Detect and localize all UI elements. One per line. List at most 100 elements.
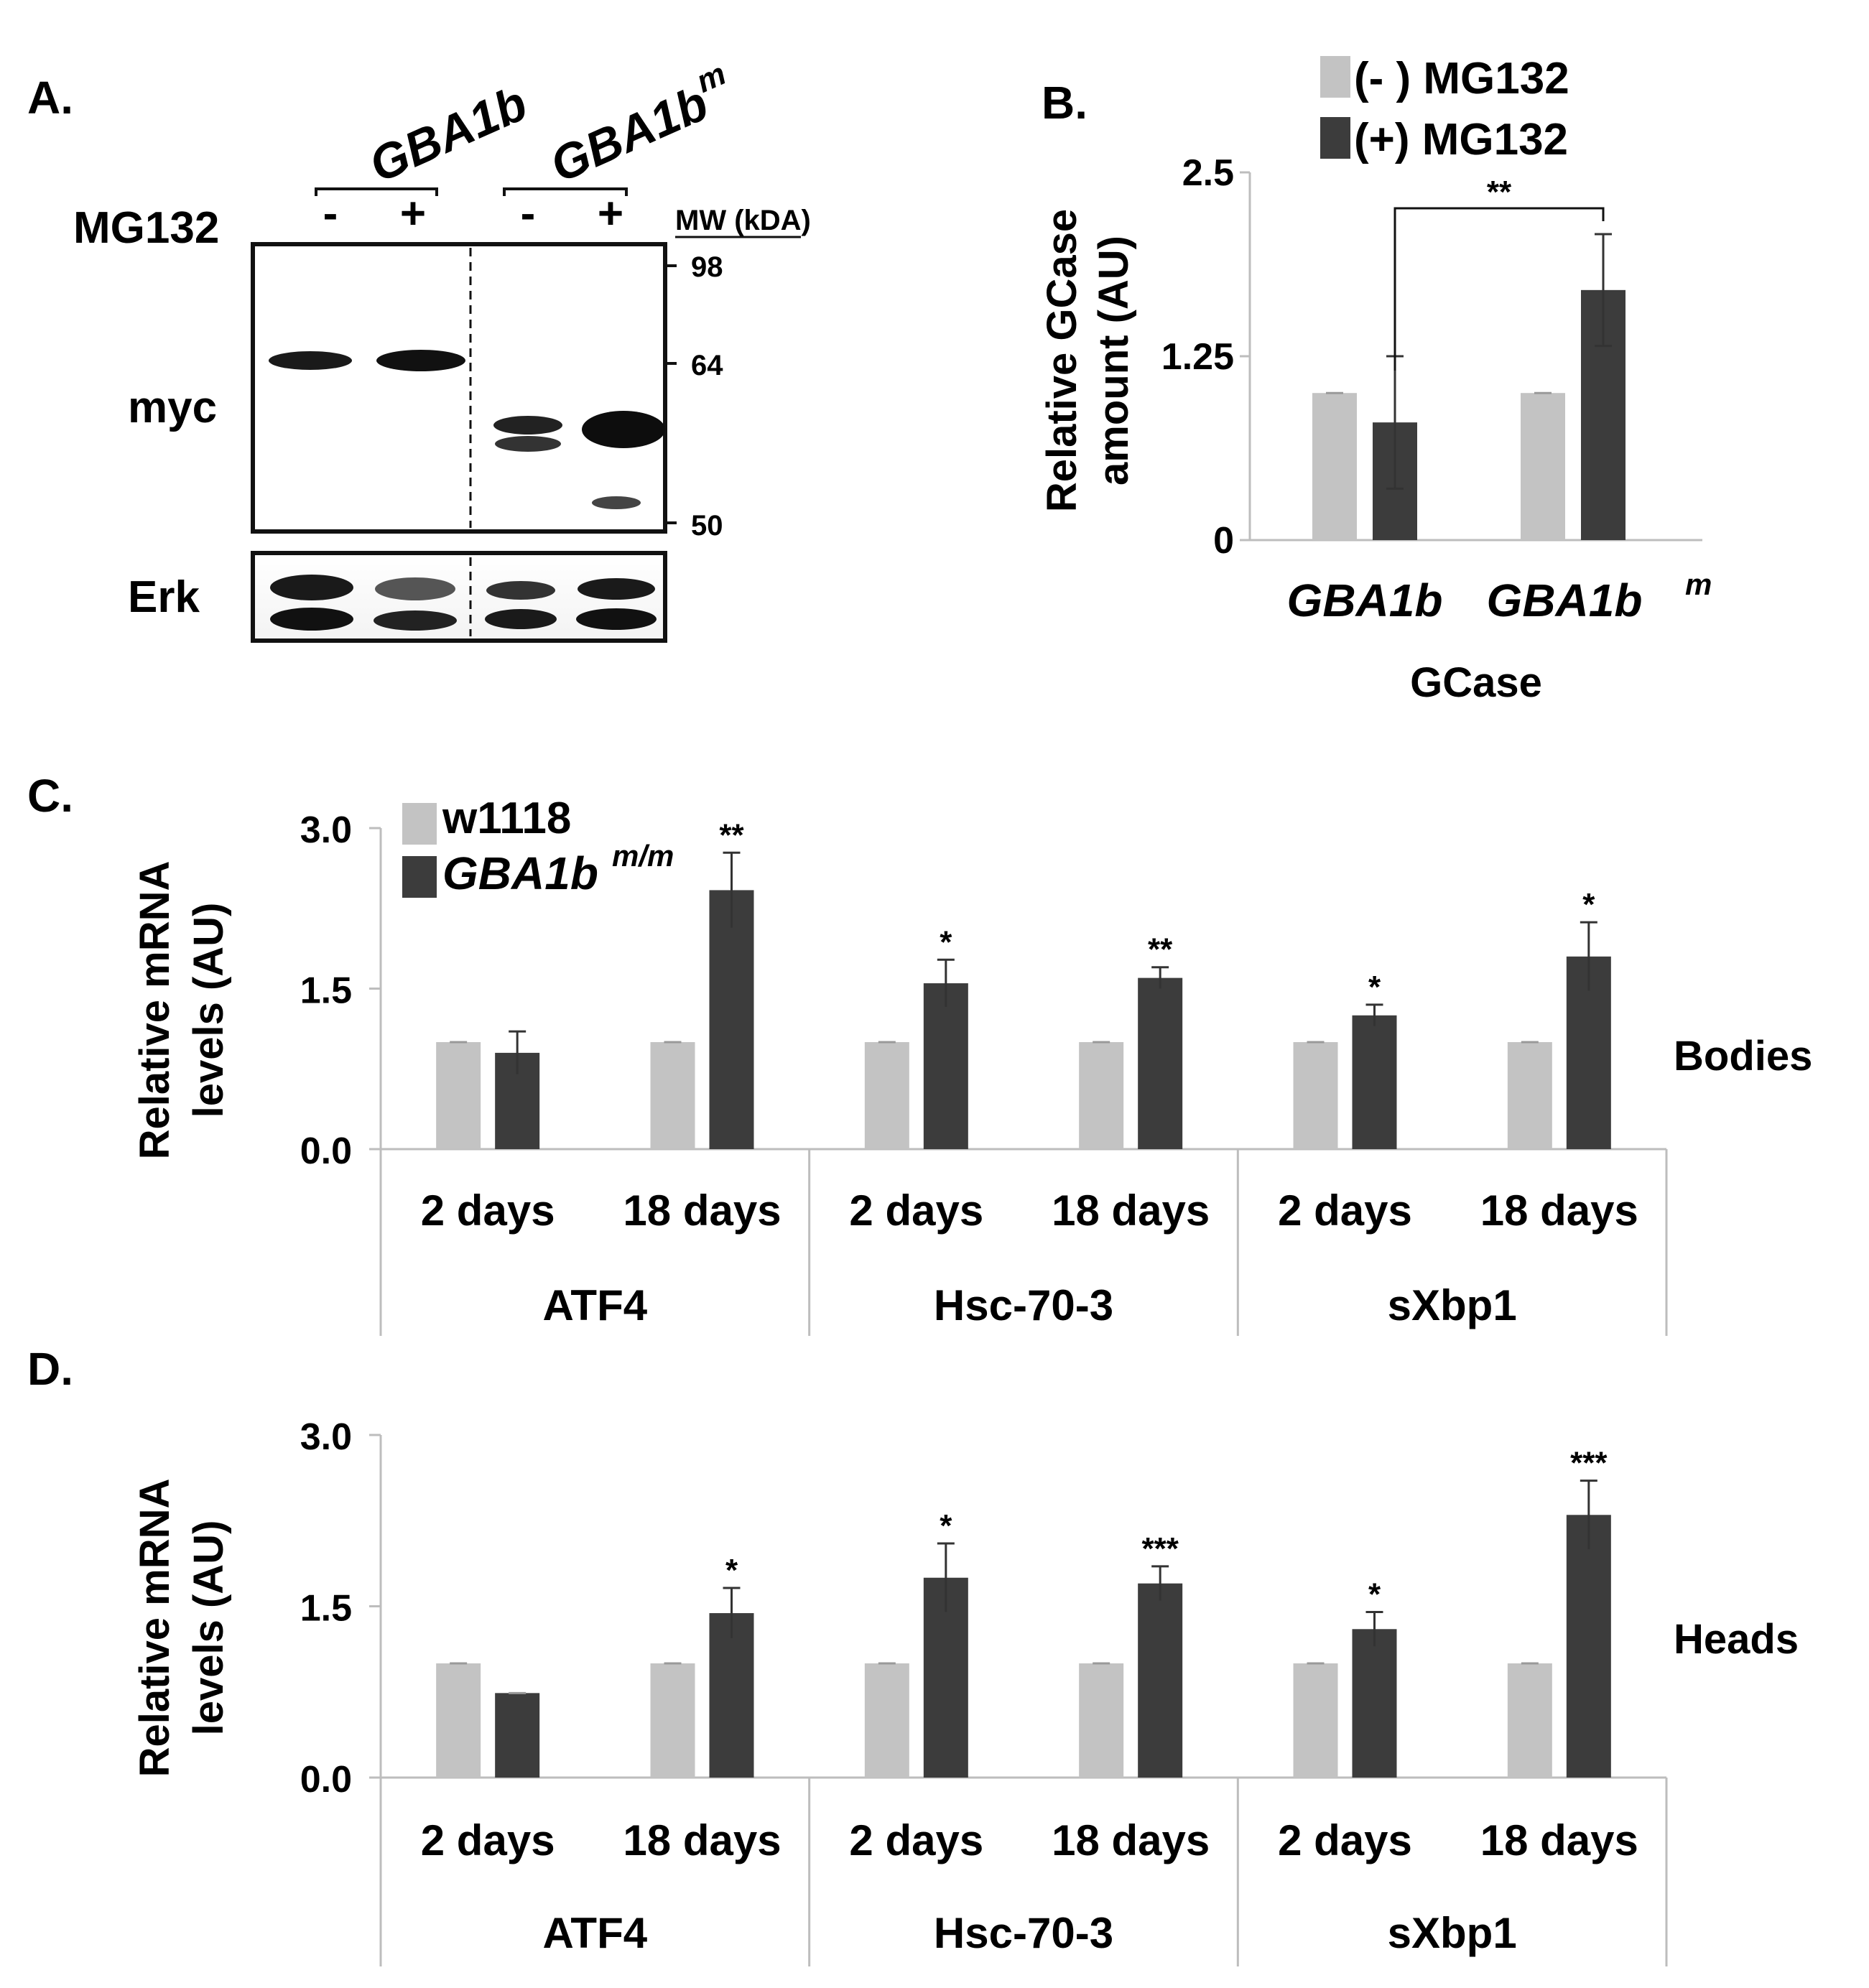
category-label-5: 18 days	[1480, 1186, 1638, 1235]
group-label-gba1b-m-base: GBA1b	[542, 76, 715, 193]
legend-label-1: (+) MG132	[1354, 115, 1568, 164]
category-label-0: 2 days	[421, 1186, 555, 1235]
erk-band-lane3-bottom	[485, 609, 557, 629]
myc-band-lane4-lower	[592, 496, 641, 509]
panel-b-chart: B. (- ) MG132 (+) MG132 2.5 1.25 0 Relative …	[1039, 54, 1712, 706]
significance-label-3: ***	[1141, 1531, 1179, 1566]
myc-band-lane4	[582, 411, 665, 448]
lane-sign-3: -	[521, 189, 536, 238]
bar-5-1	[1566, 1515, 1611, 1778]
erk-band-lane4-bottom	[576, 608, 657, 630]
significance-label-4: *	[1368, 1576, 1381, 1612]
x-axis-title: GCase	[1410, 659, 1542, 706]
y-tick-label-1: 1.5	[300, 970, 352, 1012]
lane-sign-1: -	[323, 189, 338, 238]
mw-marker-98: 98	[691, 251, 723, 283]
group-label-1: Hsc-70-3	[934, 1281, 1113, 1329]
bar-1-0	[650, 1042, 695, 1149]
y-axis-title-line1: Relative GCase	[1039, 209, 1085, 512]
y-tick-label-0: 3.0	[300, 1416, 352, 1458]
bar-3-1	[1138, 977, 1183, 1149]
y-axis-title-line2: levels (AU)	[185, 903, 232, 1118]
y-tick-label-2: 0.0	[300, 1759, 352, 1801]
category-label-4: 2 days	[1278, 1186, 1412, 1235]
treatment-label-mg132: MG132	[73, 203, 219, 253]
significance-bracket	[1393, 207, 1605, 371]
legend-swatch-0	[1320, 56, 1350, 98]
erk-band-lane1-bottom	[270, 608, 353, 631]
bar-1-1	[709, 890, 754, 1149]
y-tick-label-0: 2.5	[1182, 152, 1234, 194]
panel-d-labels: 2 days 18 days 2 days 18 days 2 days 18 days A…	[421, 1616, 1799, 1957]
erk-band-lane3-top	[486, 581, 555, 600]
significance-label-2: *	[940, 924, 952, 960]
panel-a-western-blot: A. GBA1b GBA1b m MG132 - + - + MW (kDA) …	[27, 56, 811, 643]
myc-blot-frame	[251, 242, 667, 534]
group-label-gba1b-m: GBA1b m	[542, 56, 731, 193]
bar-3-1	[1138, 1583, 1183, 1778]
legend-label-0: (- ) MG132	[1354, 54, 1569, 103]
erk-band-lane1-top	[270, 575, 353, 600]
panel-d-axes: 3.0 1.5 0.0 Relative mRNA levels (AU)	[131, 1416, 1668, 1966]
category-label-1: 18 days	[623, 1186, 781, 1235]
side-label: Heads	[1674, 1616, 1799, 1663]
category-label-1: 18 days	[623, 1816, 781, 1864]
bar-4-1	[1352, 1629, 1397, 1778]
bar-0-0	[436, 1663, 481, 1778]
mw-header: MW (kDA)	[675, 205, 811, 236]
legend-label-0: w1118	[442, 794, 571, 843]
myc-band-lane1	[269, 351, 352, 370]
panel-b-legend: (- ) MG132 (+) MG132	[1320, 54, 1569, 164]
legend-swatch-1	[402, 856, 437, 898]
category-label-5: 18 days	[1480, 1816, 1638, 1864]
bar-0-1	[495, 1693, 540, 1778]
category-label-0: 2 days	[421, 1816, 555, 1864]
panel-b-bars	[1312, 233, 1625, 540]
significance-label-1: **	[719, 817, 744, 853]
bar-1-1	[709, 1613, 754, 1778]
mw-marker-50: 50	[691, 510, 723, 542]
significance-label-4: *	[1368, 970, 1381, 1005]
group-label-2: sXbp1	[1388, 1909, 1517, 1957]
lane-sign-2: +	[400, 189, 426, 238]
y-axis-title-line2: levels (AU)	[185, 1520, 232, 1736]
y-tick-label-1: 1.5	[300, 1588, 352, 1630]
bar-3-0	[1079, 1042, 1124, 1149]
significance-label-3: **	[1148, 932, 1173, 967]
significance-label: **	[1487, 175, 1512, 210]
category-label-2: 2 days	[849, 1186, 983, 1235]
legend-label-1: GBA1b	[442, 847, 598, 899]
panel-d-letter: D.	[27, 1343, 73, 1395]
panel-c-labels: 2 days 18 days 2 days 18 days 2 days 18 days A…	[421, 1033, 1813, 1329]
bar-2-1	[923, 983, 968, 1149]
panel-c-bars: *** ****	[436, 817, 1611, 1149]
group-label-gba1b: GBA1b	[361, 76, 534, 193]
erk-band-lane2-bottom	[374, 610, 457, 631]
mw-marker-64: 64	[691, 350, 723, 381]
bar-2-0	[864, 1042, 909, 1149]
category-label-2: 2 days	[849, 1816, 983, 1864]
category-superscript-1: m	[1685, 567, 1712, 601]
panel-b-letter: B.	[1042, 77, 1087, 129]
category-label-0: GBA1b	[1287, 575, 1443, 626]
erk-band-lane4-top	[578, 578, 655, 600]
myc-band-lane2	[376, 350, 465, 371]
legend-swatch-0	[402, 803, 437, 845]
bar-0-0	[1312, 393, 1357, 540]
bar-0-0	[436, 1042, 481, 1149]
bar-3-0	[1079, 1663, 1124, 1778]
erk-band-lane2-top	[375, 577, 455, 600]
lane-sign-4: +	[598, 189, 623, 238]
category-label-1: GBA1b	[1487, 575, 1643, 626]
group-label-0: ATF4	[543, 1909, 648, 1957]
panel-c-axes: 3.0 1.5 0.0 Relative mRNA levels (AU)	[131, 809, 1668, 1336]
y-tick-label-0: 3.0	[300, 809, 352, 851]
group-label-0: ATF4	[543, 1281, 648, 1329]
y-tick-label-2: 0	[1213, 520, 1234, 562]
significance-label-2: *	[940, 1508, 952, 1543]
bar-1-0	[650, 1663, 695, 1778]
bar-4-0	[1293, 1042, 1338, 1149]
bracket-gba1b-m	[503, 187, 628, 196]
